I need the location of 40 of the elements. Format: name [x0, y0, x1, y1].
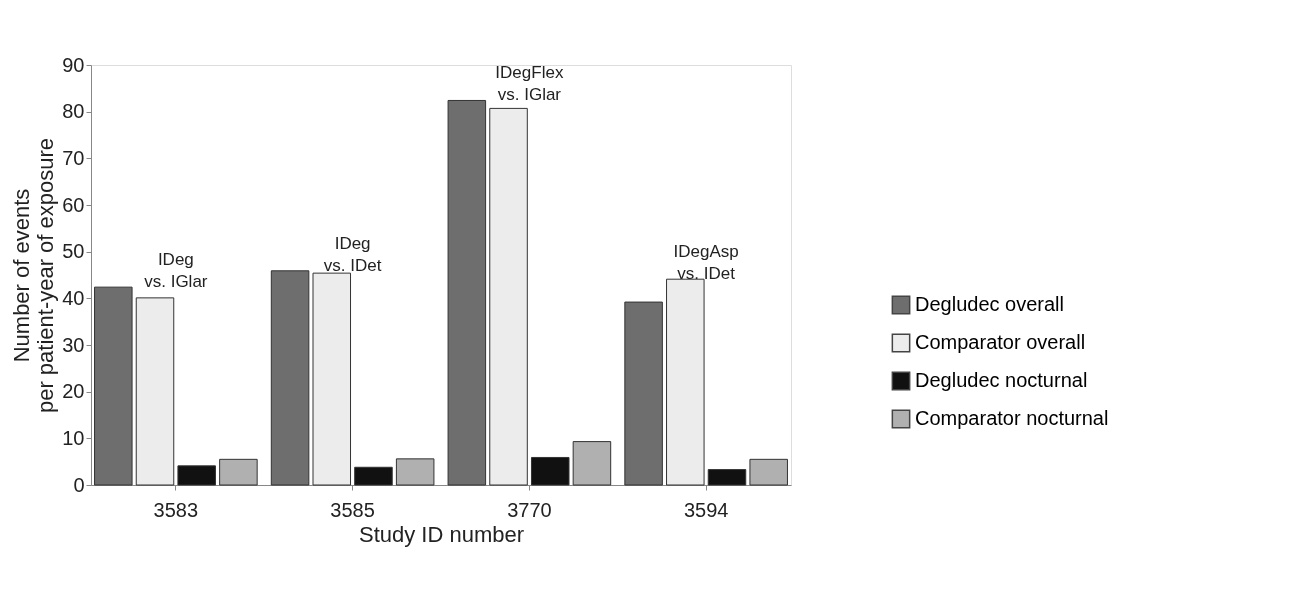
- legend-label: Comparator overall: [915, 331, 1086, 353]
- bar: [530, 456, 570, 486]
- y-tick-label: 20: [62, 380, 85, 403]
- x-tick-label: 3585: [330, 498, 375, 521]
- bar: [666, 278, 705, 486]
- legend-label: Degludec nocturnal: [915, 369, 1088, 391]
- bar: [707, 469, 747, 486]
- bar: [624, 301, 663, 486]
- bar: [135, 297, 175, 486]
- y-tick-label: 90: [62, 53, 85, 76]
- legend-label: Comparator nocturnal: [915, 407, 1109, 429]
- bar: [177, 465, 216, 486]
- x-tick-label: 3583: [153, 498, 199, 521]
- x-tick-label: 3770: [507, 498, 552, 521]
- bar: [447, 99, 487, 486]
- bar: [270, 270, 310, 486]
- bar: [572, 441, 612, 486]
- x-axis-title: Study ID number: [358, 521, 525, 547]
- y-tick-label: 70: [62, 146, 85, 169]
- bar: [489, 107, 528, 486]
- annotation: IDeg vs. IDet: [323, 233, 382, 275]
- annotation: IDegFlex vs. IGlar: [495, 63, 564, 105]
- y-axis-title: Number of events per patient-year of exposure: [9, 137, 59, 414]
- bar: [94, 286, 133, 486]
- bar: [749, 458, 788, 486]
- bar: [354, 466, 393, 486]
- y-tick-label: 60: [62, 193, 85, 216]
- annotation: IDeg vs. IGlar: [144, 250, 208, 292]
- annotation: IDegAsp vs. IDet: [673, 242, 739, 284]
- y-tick-label: 30: [62, 333, 85, 356]
- y-tick-label: 0: [73, 473, 85, 496]
- y-tick-label: 10: [62, 426, 85, 449]
- legend-label: Degludec overall: [915, 293, 1064, 315]
- bar: [395, 458, 435, 486]
- x-tick-label: 3594: [683, 498, 729, 521]
- y-tick-label: 50: [62, 240, 85, 263]
- bar: [312, 272, 352, 486]
- y-tick-label: 80: [62, 100, 85, 123]
- bar: [219, 458, 258, 486]
- y-tick-label: 40: [62, 286, 85, 309]
